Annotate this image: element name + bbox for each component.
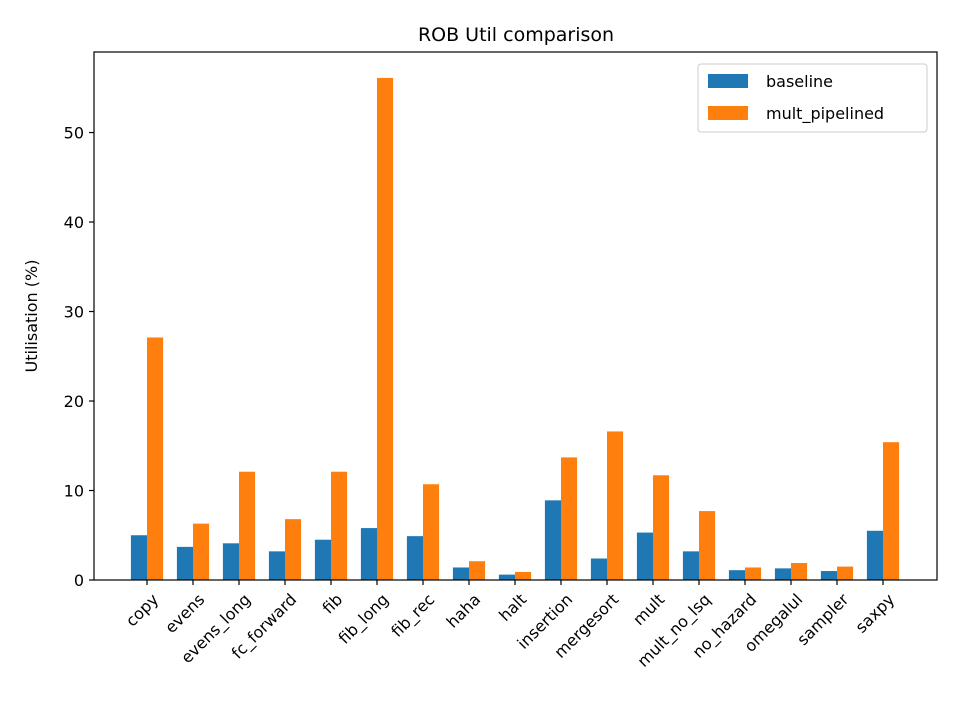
legend-label-mult-pipelined: mult_pipelined — [766, 104, 884, 124]
bar-baseline-copy — [130, 535, 147, 580]
legend-label-baseline: baseline — [766, 72, 833, 91]
bar-baseline-mult-no-lsq — [682, 551, 699, 580]
y-tick-label-10: 10 — [64, 482, 84, 501]
legend-frame — [697, 63, 928, 133]
bar-mult-pipelined-mult-no-lsq — [699, 511, 716, 580]
bar-baseline-fib-long — [360, 528, 377, 580]
legend: baseline mult_pipelined — [697, 63, 928, 133]
bar-mult-pipelined-sampler — [837, 566, 854, 580]
bar-mult-pipelined-fib — [331, 471, 348, 580]
bar-baseline-fc-forward — [268, 551, 285, 580]
bar-mult-pipelined-omegalul — [791, 563, 808, 580]
bar-mult-pipelined-mergesort — [607, 431, 624, 580]
bar-mult-pipelined-insertion — [561, 457, 578, 580]
y-tick-label-50: 50 — [64, 124, 84, 143]
bar-baseline-saxpy — [866, 530, 883, 580]
bar-baseline-haha — [452, 567, 469, 580]
y-axis: 0 10 20 30 40 50 — [64, 124, 94, 590]
bar-baseline-evens-long — [222, 543, 239, 580]
bar-baseline-evens — [176, 546, 193, 580]
bar-baseline-fib — [314, 539, 331, 580]
bar-baseline-insertion — [544, 500, 561, 580]
bar-mult-pipelined-mult — [653, 475, 670, 580]
bar-mult-pipelined-no-hazard — [745, 567, 762, 580]
bar-mult-pipelined-fib-long — [377, 77, 394, 580]
bar-mult-pipelined-haha — [469, 561, 486, 580]
bar-baseline-no-hazard — [728, 570, 745, 580]
bar-mult-pipelined-evens — [193, 523, 210, 580]
bar-baseline-mergesort — [590, 558, 607, 580]
bars-layer — [130, 77, 900, 580]
bar-baseline-mult — [636, 532, 653, 580]
bar-mult-pipelined-halt — [515, 571, 532, 580]
bar-mult-pipelined-fib-rec — [423, 484, 440, 580]
bar-mult-pipelined-saxpy — [883, 442, 900, 580]
bar-mult-pipelined-copy — [147, 337, 164, 580]
y-tick-label-40: 40 — [64, 213, 84, 232]
legend-swatch-mult-pipelined — [708, 106, 748, 120]
bar-baseline-omegalul — [774, 568, 791, 580]
bar-baseline-sampler — [820, 571, 837, 580]
legend-swatch-baseline — [708, 74, 748, 88]
bar-baseline-halt — [498, 574, 515, 580]
bar-mult-pipelined-fc-forward — [285, 519, 302, 580]
y-tick-label-0: 0 — [74, 571, 84, 590]
bar-mult-pipelined-evens-long — [239, 471, 256, 580]
y-axis-label: Utilisation (%) — [22, 260, 41, 373]
y-tick-label-20: 20 — [64, 392, 84, 411]
chart-title: ROB Util comparison — [418, 24, 614, 46]
bar-baseline-fib-rec — [406, 536, 423, 580]
y-tick-label-30: 30 — [64, 303, 84, 322]
